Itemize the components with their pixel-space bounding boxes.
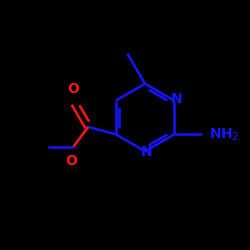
Text: O: O [67, 82, 79, 96]
Text: N: N [141, 146, 153, 160]
Text: NH$_2$: NH$_2$ [209, 126, 240, 142]
Text: N: N [170, 92, 182, 106]
Text: O: O [65, 154, 77, 168]
